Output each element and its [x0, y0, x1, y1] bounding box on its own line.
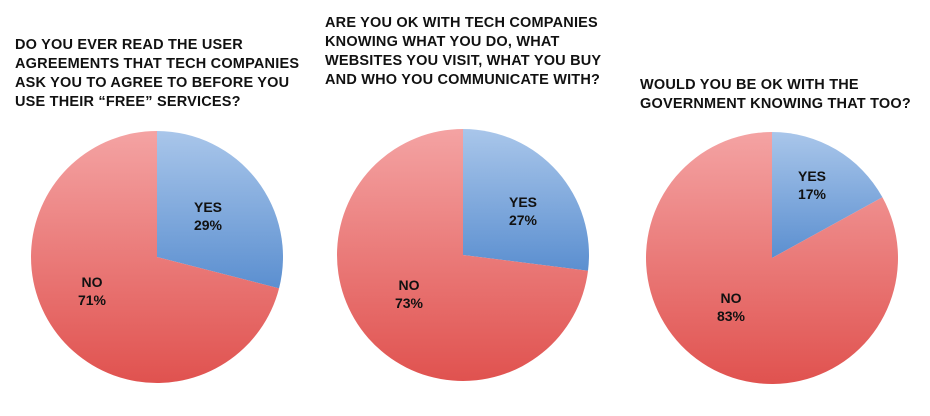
chart-3-slice-no: [646, 132, 898, 384]
chart-3-slice-yes-label: YES: [798, 168, 826, 184]
chart-1-slice-no-label: NO: [82, 274, 103, 290]
chart-2-slice-no-value: 73%: [395, 295, 424, 311]
chart-1-title: DO YOU EVER READ THE USER AGREEMENTS THA…: [15, 37, 300, 110]
chart-2-slice-yes-value: 27%: [509, 212, 538, 228]
chart-1-slice-yes: [157, 131, 283, 289]
chart-3-slice-yes: [772, 132, 883, 258]
chart-2-slice-yes: [463, 129, 590, 271]
chart-2-slice-no-label: NO: [399, 277, 420, 293]
chart-2-slice-yes-label: YES: [509, 194, 537, 210]
chart-3-slice-no-value: 83%: [717, 308, 746, 324]
chart-2-slice-no: [337, 129, 589, 381]
chart-1-slice-yes-label: YES: [194, 199, 222, 215]
chart-1-slice-yes-value: 29%: [194, 217, 223, 233]
chart-1-slice-no: [31, 131, 280, 383]
chart-1-slice-no-value: 71%: [78, 292, 107, 308]
chart-3-slice-yes-value: 17%: [798, 186, 827, 202]
chart-3-title: WOULD YOU BE OK WITH THE GOVERNMENT KNOW…: [640, 77, 911, 112]
chart-3-slice-no-label: NO: [721, 290, 742, 306]
chart-2-title: ARE YOU OK WITH TECH COMPANIES KNOWING W…: [325, 15, 602, 88]
